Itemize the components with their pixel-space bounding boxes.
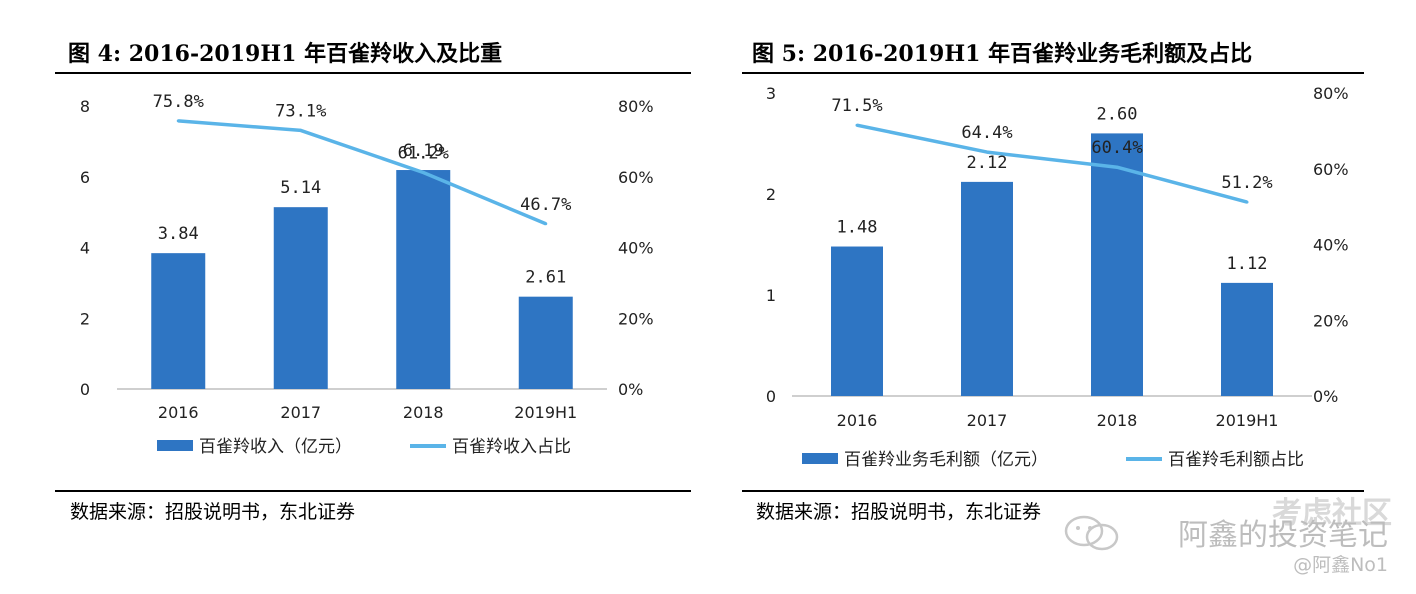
legend-label-line: 百雀羚毛利额占比: [1168, 450, 1304, 470]
figure-title: 图 4: 2016-2019H1 年百雀羚收入及比重: [68, 41, 503, 67]
y-right-tick-label: 20%: [1313, 311, 1349, 330]
bar: [831, 246, 883, 396]
line-point: [1245, 200, 1249, 204]
bar: [1091, 133, 1143, 396]
line-data-label: 51.2%: [1221, 173, 1272, 193]
line-point: [544, 222, 548, 226]
title-rule: [55, 72, 691, 74]
watermark-handle: @阿鑫No1: [1293, 554, 1388, 576]
x-tick-label: 2016: [158, 403, 199, 422]
figure-title: 图 5: 2016-2019H1 年百雀羚业务毛利额及占比: [752, 41, 1253, 67]
line-data-label: 75.8%: [153, 92, 204, 112]
x-tick-label: 2018: [403, 403, 444, 422]
line-series: [856, 123, 1248, 204]
line-point: [855, 123, 859, 127]
y-right-tick-label: 0%: [1313, 387, 1338, 406]
source-note: 数据来源：招股说明书，东北证券: [70, 501, 356, 523]
bar-data-label: 6.19: [403, 141, 444, 161]
y-left-tick-label: 8: [80, 97, 90, 116]
y-left-tick-label: 1: [766, 286, 776, 305]
legend-label-line: 百雀羚收入占比: [452, 437, 571, 457]
y-right-tick-label: 80%: [1313, 84, 1349, 103]
revenue-chart: 024680%20%40%60%80%3.845.146.192.6175.8%…: [80, 92, 654, 457]
line-data-label: 61.2%: [398, 144, 449, 164]
line-point: [1115, 165, 1119, 169]
line-point: [985, 150, 989, 154]
line-data-label: 46.7%: [520, 195, 571, 215]
bar-data-label: 3.84: [158, 224, 199, 244]
bar-data-label: 5.14: [280, 178, 321, 198]
line-point: [299, 128, 303, 132]
gross-profit-chart: 0 1 2 3 0% 20% 40% 60% 80% 1.48 2.12 2.60 1.12 71.5% 6…: [766, 84, 1349, 470]
y-left-tick-label: 2: [766, 185, 776, 204]
line-series: [178, 119, 547, 226]
x-tick-label: 2016: [837, 411, 878, 430]
legend-swatch-bar: [802, 453, 838, 464]
line-data-label: 71.5%: [831, 96, 882, 116]
y-right-tick-label: 60%: [618, 168, 654, 187]
legend-label-bar: 百雀羚收入（亿元）: [199, 437, 352, 457]
y-left-tick-label: 2: [80, 309, 90, 328]
chart-panel-revenue: 图 4: 2016-2019H1 年百雀羚收入及比重 0 2 4 6 8 0% 20% 40%…: [0, 0, 700, 594]
x-tick-label: 2018: [1097, 411, 1138, 430]
y-right-tick-label: 80%: [618, 97, 654, 116]
bar-data-label: 2.61: [525, 268, 566, 288]
y-right-tick-label: 40%: [1313, 236, 1349, 255]
bar-data-label: 2.12: [967, 153, 1008, 173]
y-right-tick-label: 0%: [618, 380, 643, 399]
watermark-brand: 考虑社区: [1272, 496, 1392, 531]
x-tick-label: 2017: [967, 411, 1008, 430]
watermark-account: 阿鑫的投资笔记: [1178, 518, 1388, 553]
bar: [273, 207, 328, 389]
bar-data-label: 2.60: [1097, 104, 1138, 124]
bar: [518, 296, 573, 389]
line-data-label: 64.4%: [961, 123, 1012, 143]
y-left-tick-label: 0: [766, 387, 776, 406]
bar: [151, 253, 206, 389]
chart-panel-gross-profit: 图 5: 2016-2019H1 年百雀羚业务毛利额及占比 0 1 2 3 0% 20% 4…: [730, 0, 1416, 594]
line-point: [176, 119, 180, 123]
line-point: [421, 171, 425, 175]
y-right-tick-label: 20%: [618, 309, 654, 328]
line-data-label: 60.4%: [1091, 138, 1142, 158]
x-tick-label: 2017: [280, 403, 321, 422]
bar: [961, 181, 1013, 396]
title-rule: [742, 72, 1364, 74]
bar: [1221, 282, 1273, 396]
y-left-tick-label: 4: [80, 239, 90, 258]
bottom-rule: [742, 490, 1364, 492]
y-right-tick-label: 60%: [1313, 160, 1349, 179]
y-left-tick-label: 0: [80, 380, 90, 399]
bar-data-label: 1.48: [837, 218, 878, 238]
y-left-tick-label: 3: [766, 84, 776, 103]
source-note: 数据来源：招股说明书，东北证券: [756, 501, 1042, 523]
bar-data-label: 1.12: [1227, 254, 1268, 274]
y-right-tick-label: 40%: [618, 239, 654, 258]
legend-label-bar: 百雀羚业务毛利额（亿元）: [844, 450, 1048, 470]
legend-swatch-bar: [157, 440, 193, 451]
line-data-label: 73.1%: [275, 101, 326, 121]
x-tick-label: 2019H1: [1216, 411, 1279, 430]
y-left-tick-label: 6: [80, 168, 90, 187]
x-tick-label: 2019H1: [514, 403, 577, 422]
bottom-rule: [55, 490, 691, 492]
bar: [396, 170, 451, 389]
wechat-icon: [1064, 515, 1119, 551]
